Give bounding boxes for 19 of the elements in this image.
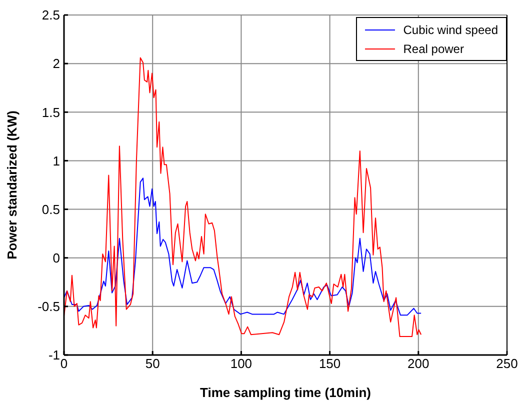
y-tick-label: 0 (52, 250, 60, 266)
x-tick-label: 100 (230, 356, 252, 372)
x-tick-label: 150 (318, 356, 341, 372)
line-series (64, 178, 422, 316)
y-axis-title: Power standarized (KW) (4, 110, 20, 260)
y-tick-label: 0.5 (42, 202, 60, 217)
y-tick-label: 1 (52, 153, 60, 168)
x-axis-title: Time sampling time (10min) (200, 385, 371, 400)
legend-label: Real power (403, 42, 464, 56)
y-tick-label: 2 (52, 56, 60, 72)
x-tick-label: 50 (145, 356, 160, 372)
y-tick-label: 2.5 (42, 8, 60, 23)
y-tick-label: 1.5 (42, 104, 60, 120)
x-tick-label: 250 (496, 356, 518, 372)
x-tick-label: 200 (408, 356, 430, 372)
line-series (64, 57, 422, 338)
y-tick-label: -1 (48, 348, 60, 363)
y-tick-label: -0.5 (38, 299, 60, 314)
legend-label: Cubic wind speed (403, 22, 498, 36)
